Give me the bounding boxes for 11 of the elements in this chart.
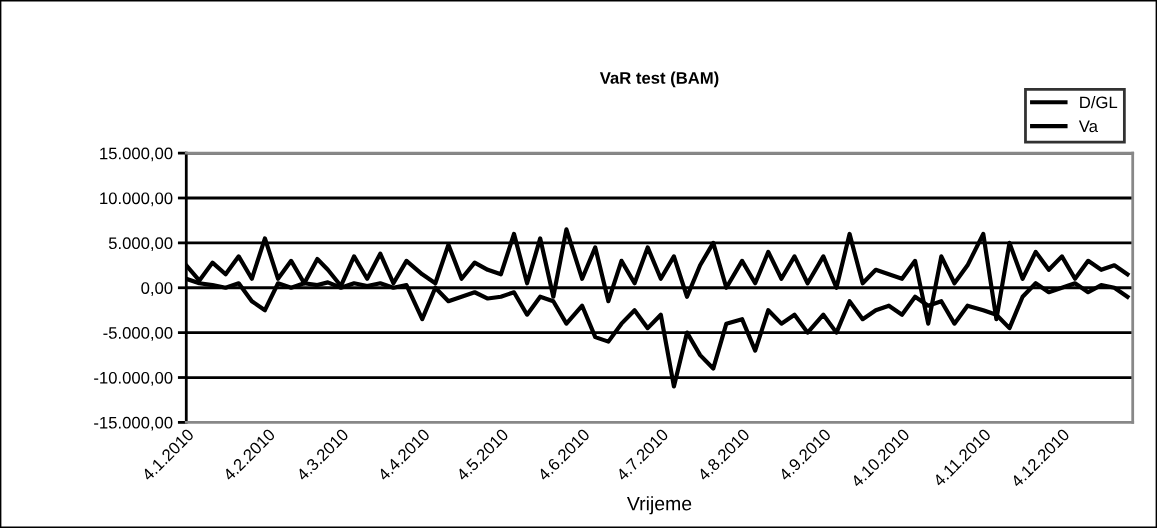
y-tick-label: -15.000,00 [94,416,173,431]
legend-label: Va [1078,120,1098,133]
x-axis-title: Vrijeme [626,496,692,515]
y-tick-label: 5.000,00 [108,237,173,252]
y-tick-label: -10.000,00 [94,371,173,386]
y-tick-label: 0,00 [141,282,173,296]
y-tick-label: -5.000,00 [103,327,173,341]
y-tick-label: 15.000,00 [100,147,173,162]
chart-title: VaR test (BAM) [599,71,719,88]
y-tick-label: 10.000,00 [100,192,173,207]
legend-label: D/GL [1080,96,1118,109]
